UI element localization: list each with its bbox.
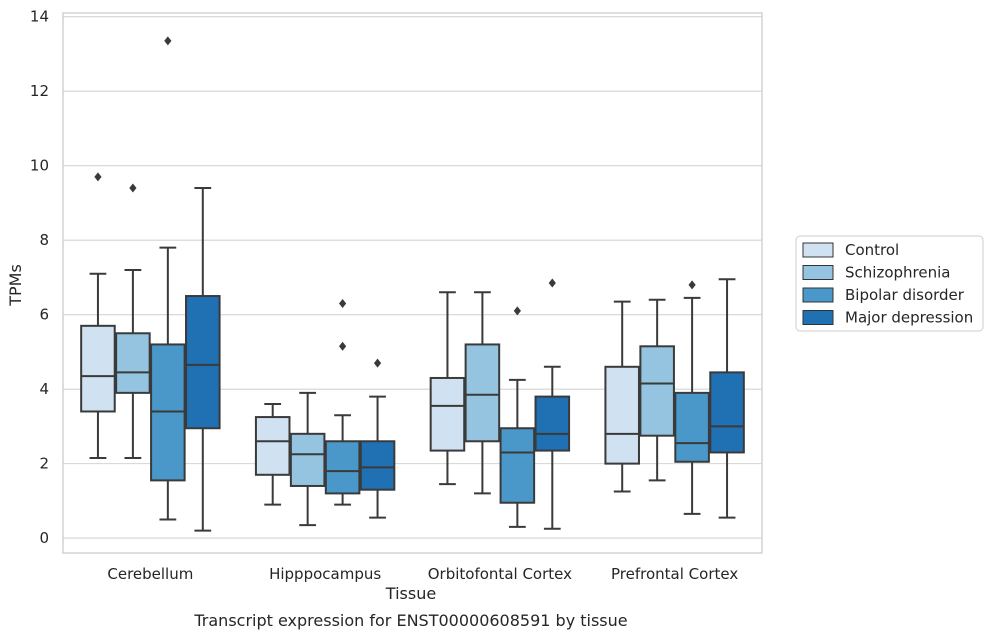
legend-label: Major depression xyxy=(845,309,973,327)
y-tick-label: 14 xyxy=(30,8,49,26)
box-bipolar-disorder xyxy=(499,306,536,528)
x-tick-labels: Cerebellum Hipppocampus Orbitofontal Corte… xyxy=(107,565,738,583)
box-iqr xyxy=(115,332,151,394)
legend-swatch xyxy=(802,265,834,280)
legend-item-schizophrenia: Schizophrenia xyxy=(802,264,950,282)
outlier-point xyxy=(339,341,347,351)
y-tick-label: 8 xyxy=(39,231,49,249)
legend-swatch xyxy=(802,242,834,258)
x-axis-label: Tissue xyxy=(385,584,436,603)
outlier-point xyxy=(513,306,521,316)
box-schizophrenia xyxy=(639,298,675,482)
box-control xyxy=(604,300,640,493)
box-schizophrenia xyxy=(464,291,501,495)
y-tick-label: 10 xyxy=(30,157,49,175)
y-tick-label: 12 xyxy=(30,82,49,100)
y-tick-labels: 0 2 4 6 8 10 12 14 xyxy=(30,8,49,547)
box-iqr xyxy=(639,345,675,437)
outlier-point xyxy=(164,36,172,46)
box-series xyxy=(80,36,745,532)
box-control xyxy=(429,291,466,486)
legend-items: Control Schizophrenia Bipolar disorder Majo… xyxy=(802,241,973,327)
chart-caption: Transcript expression for ENST0000060859… xyxy=(193,611,627,630)
legend-swatch xyxy=(802,287,834,303)
box-control xyxy=(80,172,116,460)
y-tick-label: 0 xyxy=(39,529,49,547)
box-iqr xyxy=(604,365,640,465)
box-iqr xyxy=(534,395,571,452)
box-major-depression xyxy=(534,278,571,530)
y-tick-label: 6 xyxy=(39,306,49,324)
box-iqr xyxy=(499,427,536,504)
box-iqr xyxy=(289,432,326,487)
legend-item-bipolar-disorder: Bipolar disorder xyxy=(802,286,965,304)
box-bipolar-disorder xyxy=(324,298,361,506)
plot-area-border xyxy=(62,12,763,554)
y-tick-label: 4 xyxy=(39,380,49,398)
legend: Control Schizophrenia Bipolar disorder Majo… xyxy=(795,235,984,332)
box-schizophrenia xyxy=(115,183,151,460)
box-major-depression xyxy=(185,187,221,532)
legend-label: Schizophrenia xyxy=(845,264,950,282)
box-group-cerebellum xyxy=(80,36,221,532)
x-tick-label: Orbitofontal Cortex xyxy=(428,565,572,583)
outlier-point xyxy=(688,280,696,290)
x-tick-label: Hipppocampus xyxy=(269,565,381,583)
box-group-prefrontal-cortex xyxy=(604,278,745,519)
box-iqr xyxy=(709,371,745,454)
outlier-point xyxy=(548,278,556,288)
box-iqr xyxy=(359,440,396,491)
box-iqr xyxy=(324,440,361,495)
legend-item-control: Control xyxy=(802,241,899,259)
y-axis-label: TPMs xyxy=(6,264,25,307)
box-iqr xyxy=(464,343,501,443)
outlier-point xyxy=(94,172,102,182)
outlier-point xyxy=(129,183,137,193)
box-iqr xyxy=(185,295,221,430)
outlier-point xyxy=(373,358,382,368)
legend-label: Bipolar disorder xyxy=(845,286,965,304)
box-control xyxy=(254,403,291,506)
box-bipolar-disorder xyxy=(150,36,186,521)
box-schizophrenia xyxy=(289,391,326,527)
box-major-depression xyxy=(359,358,396,519)
outlier-point xyxy=(339,298,347,308)
box-major-depression xyxy=(709,278,745,519)
legend-swatch xyxy=(802,310,834,325)
box-iqr xyxy=(80,324,116,413)
box-iqr xyxy=(254,416,291,476)
box-iqr xyxy=(429,376,466,452)
box-bipolar-disorder xyxy=(674,280,710,515)
legend-frame xyxy=(795,235,984,332)
legend-label: Control xyxy=(845,241,899,259)
box-group-hipppocampus xyxy=(254,298,396,527)
y-tick-label: 2 xyxy=(39,455,49,473)
x-tick-label: Prefrontal Cortex xyxy=(611,565,738,583)
x-tick-label: Cerebellum xyxy=(107,565,193,583)
plot-frame xyxy=(62,12,763,554)
box-group-orbitofontal-cortex xyxy=(429,278,571,530)
legend-item-major-depression: Major depression xyxy=(802,309,973,327)
box-iqr xyxy=(674,391,710,463)
